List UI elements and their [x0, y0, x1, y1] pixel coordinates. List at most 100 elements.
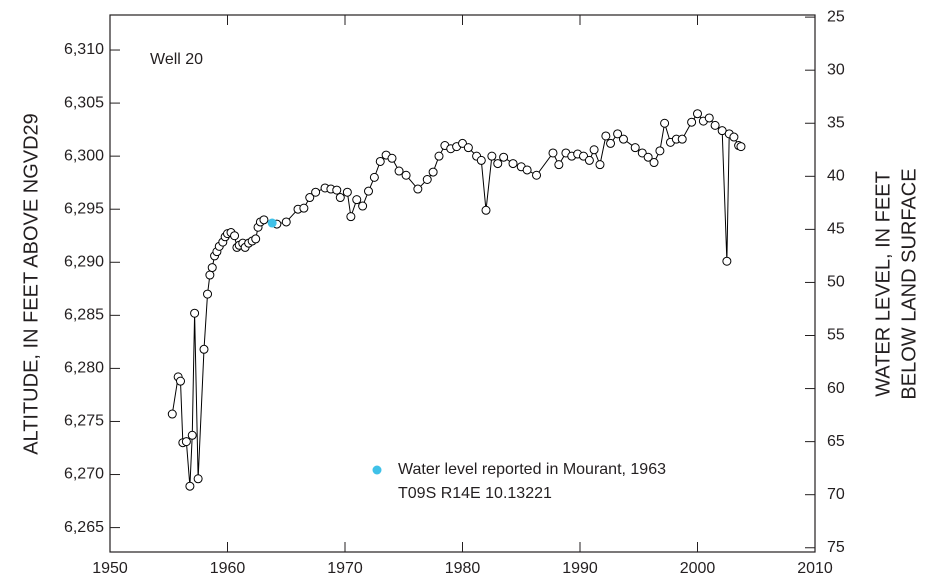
y2-axis-label: WATER LEVEL, IN FEET	[872, 171, 894, 397]
data-point	[375, 156, 385, 166]
data-point	[532, 170, 542, 180]
data-point	[428, 167, 438, 177]
data-point	[187, 430, 197, 440]
data-point	[185, 481, 195, 491]
data-point	[736, 142, 746, 152]
data-point	[259, 215, 269, 225]
data-point	[203, 289, 213, 299]
data-point	[267, 218, 277, 228]
y2-tick-label: 60	[827, 380, 845, 397]
data-point	[193, 474, 203, 484]
data-point	[677, 134, 687, 144]
y-tick-label: 6,310	[64, 41, 104, 58]
data-point	[299, 203, 309, 213]
data-line	[171, 112, 742, 487]
data-point	[613, 129, 623, 139]
y-tick-label: 6,280	[64, 360, 104, 377]
x-tick-label: 1980	[445, 560, 481, 577]
data-point	[487, 151, 497, 161]
data-point	[601, 131, 611, 141]
data-point	[176, 376, 185, 386]
y-tick-label: 6,300	[64, 147, 104, 164]
data-point	[205, 270, 215, 280]
y2-tick-label: 35	[827, 114, 845, 131]
data-point	[595, 160, 605, 170]
y-tick-label: 6,295	[64, 200, 104, 217]
y-tick-label: 6,285	[64, 307, 104, 324]
legend-marker	[372, 465, 382, 475]
data-point	[387, 153, 397, 163]
data-point	[649, 158, 659, 168]
data-point	[630, 143, 640, 153]
y2-tick-label: 45	[827, 221, 845, 238]
data-point	[481, 205, 491, 215]
y-tick-label: 6,265	[64, 519, 104, 536]
data-point	[476, 155, 486, 165]
y-tick-label: 6,305	[64, 94, 104, 111]
location-note: T09S R14E 10.13221	[398, 485, 552, 502]
data-point	[584, 155, 594, 165]
data-point	[499, 152, 509, 162]
legend-label: Water level reported in Mourant, 1963	[398, 461, 666, 478]
x-tick-label: 1950	[92, 560, 128, 577]
y2-axis-label: BELOW LAND SURFACE	[898, 168, 920, 399]
data-point	[589, 145, 599, 155]
data-point	[704, 113, 714, 123]
x-tick-label: 1960	[210, 560, 246, 577]
data-point	[207, 263, 217, 273]
data-point	[251, 234, 261, 244]
data-point	[618, 134, 628, 144]
y2-tick-label: 50	[827, 274, 845, 291]
y2-tick-label: 70	[827, 486, 845, 503]
data-point	[434, 151, 444, 161]
data-point	[342, 187, 352, 197]
data-point	[305, 193, 315, 203]
data-point	[554, 160, 564, 170]
data-point	[729, 132, 739, 142]
y-tick-label: 6,270	[64, 466, 104, 483]
y2-tick-label: 40	[827, 168, 845, 185]
data-point	[281, 217, 291, 227]
data-point	[710, 120, 720, 130]
well-label: Well 20	[150, 51, 203, 68]
data-point	[335, 193, 345, 203]
y2-tick-label: 75	[827, 539, 845, 556]
data-point	[167, 409, 177, 419]
y2-tick-label: 30	[827, 61, 845, 78]
data-point	[422, 174, 432, 184]
data-point	[311, 187, 321, 197]
data-point	[693, 109, 702, 119]
data-point	[643, 152, 653, 162]
x-tick-label: 1970	[327, 560, 363, 577]
data-point	[687, 117, 697, 127]
data-point	[190, 308, 200, 318]
data-point	[548, 148, 558, 158]
data-point	[655, 146, 665, 156]
data-point	[181, 437, 191, 447]
y-tick-label: 6,290	[64, 253, 104, 270]
data-point	[463, 143, 473, 153]
data-point	[508, 159, 518, 169]
data-point	[522, 165, 532, 175]
data-point	[606, 138, 616, 148]
x-tick-label: 2010	[797, 560, 833, 577]
data-point	[358, 201, 368, 211]
y2-tick-label: 65	[827, 433, 845, 450]
data-point	[401, 170, 411, 180]
x-tick-label: 2000	[680, 560, 716, 577]
data-point	[332, 185, 342, 195]
data-point	[660, 118, 670, 128]
data-point	[413, 184, 423, 194]
y2-tick-label: 25	[827, 8, 845, 25]
data-point	[369, 172, 379, 182]
data-point	[230, 231, 240, 241]
y2-tick-label: 55	[827, 327, 845, 344]
data-point	[346, 212, 356, 222]
data-point	[394, 166, 404, 176]
data-point	[722, 256, 732, 266]
data-point	[199, 344, 209, 354]
x-tick-label: 1990	[562, 560, 598, 577]
data-point	[364, 186, 373, 196]
data-point	[352, 195, 362, 205]
